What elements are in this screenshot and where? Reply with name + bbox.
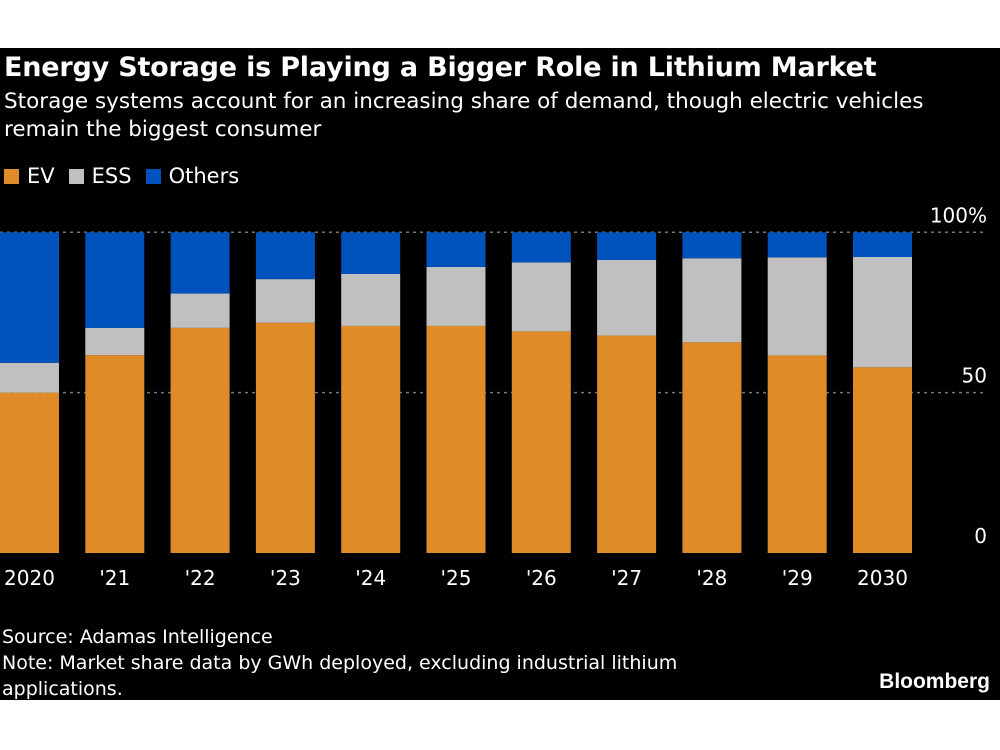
bar-others-22 (170, 232, 230, 294)
bar-ess-24 (341, 273, 401, 326)
bar-ev-2020 (0, 392, 59, 553)
stacked-bar-chart: 0 50 100% 2020 '21 '22 '23 '24 '25 '26 '27 '28 '29 20… (0, 203, 987, 590)
bar-others-27 (597, 232, 657, 260)
source-note: Source: Adamas Intelligence (2, 626, 273, 648)
bar-others-26 (511, 232, 571, 263)
bar-others-23 (255, 232, 315, 280)
legend-label-ev: EV (27, 164, 55, 188)
x-tick-label: '24 (355, 566, 386, 590)
x-tick-label: '29 (782, 566, 813, 590)
bar-others-25 (426, 232, 486, 267)
bar-ess-28 (682, 258, 742, 343)
y-tick-label: 100% (930, 203, 987, 227)
bar-ess-21 (85, 327, 145, 356)
bar-ev-26 (511, 331, 571, 553)
bar-ev-25 (426, 325, 486, 553)
bar-ess-29 (767, 257, 827, 356)
bar-ev-2030 (853, 367, 912, 553)
bar-others-28 (682, 232, 742, 259)
bar-ev-23 (255, 322, 315, 553)
bar-ess-22 (170, 293, 230, 328)
bar-ess-2020 (0, 362, 59, 393)
chart-panel: Energy Storage is Playing a Bigger Role … (0, 48, 1000, 700)
bar-ess-26 (511, 262, 571, 332)
bar-ess-2030 (853, 256, 912, 368)
bar-ess-27 (597, 259, 657, 336)
legend-swatch-ev (4, 168, 19, 184)
x-tick-label: 2020 (4, 566, 55, 590)
legend-swatch-ess (68, 168, 84, 184)
chart-subtitle: Storage systems account for an increasin… (4, 89, 924, 142)
bar-ev-28 (682, 342, 742, 553)
bar-ess-25 (426, 266, 486, 326)
legend-item-ess: ESS (68, 164, 132, 188)
y-tick-label: 0 (974, 524, 987, 548)
legend-label-others: Others (168, 164, 240, 188)
legend-item-ev: EV (4, 164, 55, 188)
bar-others-2030 (853, 232, 912, 257)
y-tick-label: 50 (962, 364, 987, 388)
bar-ev-21 (85, 355, 145, 553)
legend-item-others: Others (145, 164, 240, 188)
bar-others-2020 (0, 232, 59, 363)
x-tick-label: '21 (99, 566, 130, 590)
footnote: Note: Market share data by GWh deployed,… (2, 652, 678, 700)
bar-ev-24 (341, 325, 401, 553)
bloomberg-logo: Bloomberg (879, 670, 990, 693)
x-tick-label: 2030 (857, 566, 908, 590)
x-tick-label: '23 (270, 566, 301, 590)
x-tick-label: '22 (185, 566, 216, 590)
x-tick-label: '25 (441, 566, 472, 590)
legend: EV ESS Others (4, 164, 239, 188)
bar-ev-22 (170, 327, 230, 553)
legend-swatch-others (145, 168, 161, 184)
x-tick-label: '28 (696, 566, 727, 590)
bar-others-24 (341, 232, 401, 274)
x-tick-label: '27 (611, 566, 642, 590)
bar-ess-23 (255, 279, 315, 323)
bar-ev-27 (597, 335, 657, 553)
bar-others-21 (85, 232, 145, 328)
x-tick-label: '26 (526, 566, 557, 590)
bar-ev-29 (767, 355, 827, 553)
bar-others-29 (767, 232, 827, 258)
legend-label-ess: ESS (91, 164, 132, 188)
chart-title: Energy Storage is Playing a Bigger Role … (4, 52, 877, 83)
